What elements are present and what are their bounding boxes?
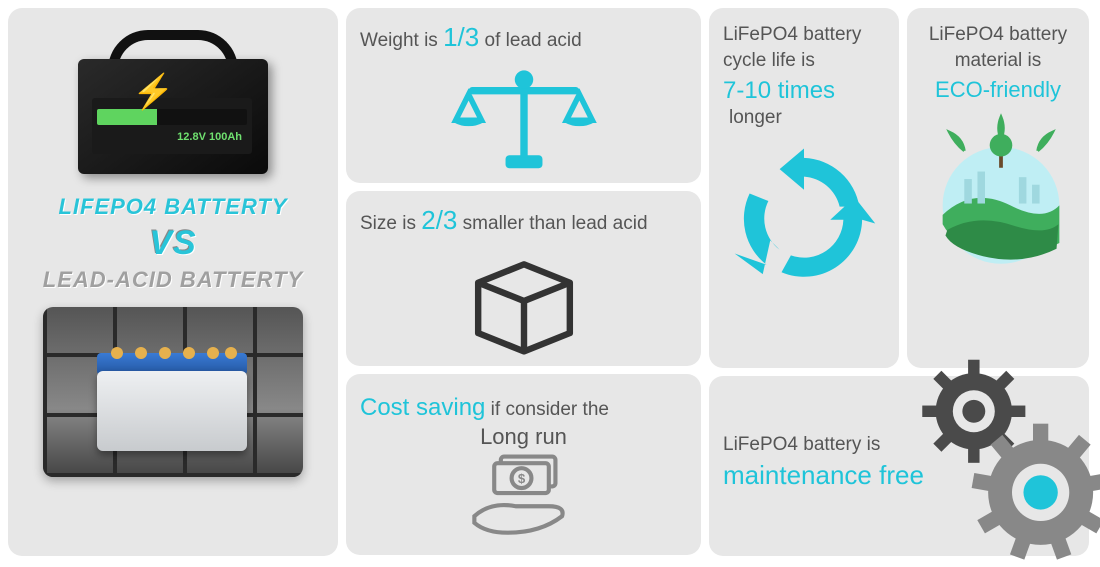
lead-acid-terminal: [111, 347, 123, 359]
box-icon: [459, 246, 589, 356]
right-column: LiFePO4 battery cycle life is 7-10 times…: [709, 8, 1089, 559]
lead-acid-terminal: [225, 347, 237, 359]
maintenance-card: LiFePO4 battery is maintenance free: [709, 376, 1089, 556]
middle-column: Weight is 1/3 of lead acid Size is 2/3 s…: [346, 8, 701, 559]
scale-icon: [449, 63, 599, 183]
lead-acid-terminal: [159, 347, 171, 359]
cost-card: Cost saving if consider the Long run $: [346, 374, 701, 555]
weight-fraction: 1/3: [443, 22, 479, 52]
size-card: Size is 2/3 smaller than lead acid: [346, 191, 701, 366]
cycle-line3: longer: [729, 105, 885, 131]
title-vs: VS: [43, 224, 303, 263]
lightning-icon: ⚡: [132, 72, 174, 112]
eco-globe-icon: [921, 111, 1081, 281]
gears-icon: [907, 354, 1100, 564]
weight-post: of lead acid: [479, 30, 581, 51]
size-pre: Size is: [360, 213, 421, 234]
eco-accent: ECO-friendly: [921, 77, 1075, 103]
weight-pre: Weight is: [360, 30, 443, 51]
cycle-arrows-icon: [729, 141, 879, 291]
size-text: Size is 2/3 smaller than lead acid: [360, 205, 687, 236]
vs-title-block: LIFEPO4 BATTERTY VS LEAD-ACID BATTERTY: [43, 194, 303, 293]
cost-mid: if consider the: [485, 399, 609, 420]
weight-text: Weight is 1/3 of lead acid: [360, 22, 687, 53]
weight-card: Weight is 1/3 of lead acid: [346, 8, 701, 183]
lead-acid-terminal: [207, 347, 219, 359]
title-lifepo4: LIFEPO4 BATTERTY: [43, 194, 303, 220]
size-post: smaller than lead acid: [457, 213, 647, 234]
cost-accent: Cost saving: [360, 394, 485, 421]
right-top-row: LiFePO4 battery cycle life is 7-10 times…: [709, 8, 1089, 368]
cycle-accent: 7-10 times: [723, 77, 885, 105]
cycle-line1: LiFePO4 battery cycle life is: [723, 22, 885, 73]
cost-text-line1: Cost saving if consider the: [360, 394, 687, 422]
lead-acid-body: [97, 371, 247, 451]
eco-line1: LiFePO4 battery material is: [921, 22, 1075, 73]
lead-acid-illustration: [43, 307, 303, 477]
hand-money-icon: $: [454, 450, 594, 541]
eco-card: LiFePO4 battery material is ECO-friendly: [907, 8, 1089, 368]
lead-acid-terminal: [135, 347, 147, 359]
battery-voltage-text: 12.8V 100Ah: [177, 131, 242, 143]
cost-text-line2: Long run: [360, 424, 687, 450]
lifepo4-battery-illustration: 12.8V 100Ah ⚡: [58, 22, 288, 182]
cycle-life-card: LiFePO4 battery cycle life is 7-10 times…: [709, 8, 899, 368]
lead-acid-terminal: [183, 347, 195, 359]
title-lead-acid: LEAD-ACID BATTERTY: [43, 267, 303, 293]
comparison-hero-card: 12.8V 100Ah ⚡ LIFEPO4 BATTERTY VS LEAD-A…: [8, 8, 338, 556]
svg-text:$: $: [517, 471, 525, 486]
size-fraction: 2/3: [421, 205, 457, 235]
